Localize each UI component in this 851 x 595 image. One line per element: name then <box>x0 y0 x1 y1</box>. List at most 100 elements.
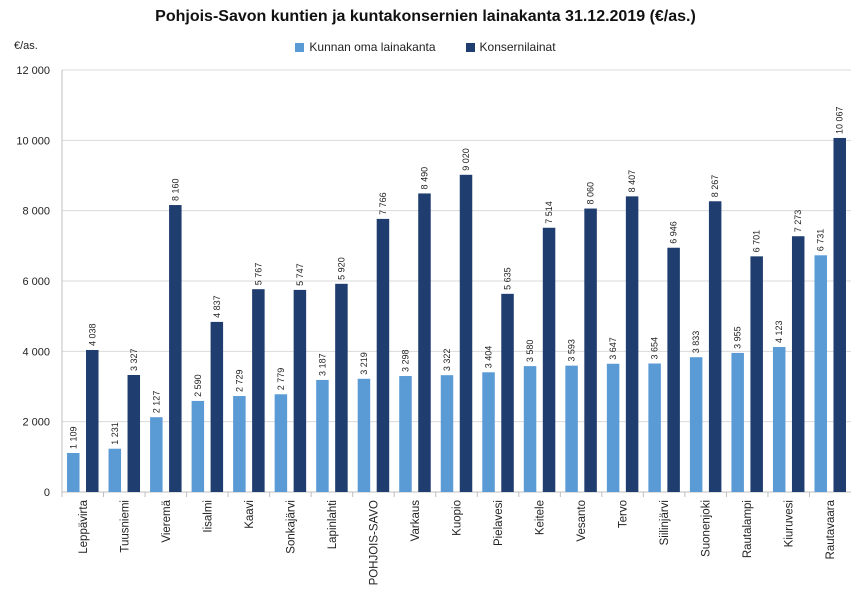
chart-legend: Kunnan oma lainakanta Konsernilainat <box>0 40 851 54</box>
data-label: 8 160 <box>170 179 180 202</box>
bar-konsernilainat <box>293 289 307 492</box>
data-label: 8 490 <box>419 167 429 190</box>
data-label: 7 514 <box>544 201 554 224</box>
data-label: 3 327 <box>129 348 139 371</box>
bar-kunnan-oma <box>606 363 620 492</box>
y-tick-label: 10 000 <box>16 135 50 147</box>
bar-kunnan-oma <box>399 376 412 492</box>
x-category-label: Siilinjärvi <box>659 500 671 545</box>
data-label: 3 955 <box>733 326 743 349</box>
bar-kunnan-oma <box>523 366 537 492</box>
data-label: 2 590 <box>193 374 203 397</box>
x-category-label: Rautalampi <box>742 500 754 558</box>
y-tick-label: 6 000 <box>22 276 50 288</box>
legend-item-konsernilainat: Konsernilainat <box>465 40 556 54</box>
data-label: 2 729 <box>234 369 244 392</box>
y-tick-label: 2 000 <box>22 417 50 429</box>
bar-konsernilainat <box>169 205 182 493</box>
bar-konsernilainat <box>86 349 99 492</box>
x-category-label: Tuusniemi <box>119 500 131 553</box>
legend-label-kunnan-oma: Kunnan oma lainakanta <box>309 40 436 54</box>
data-label: 6 731 <box>816 229 826 252</box>
data-label: 1 231 <box>110 422 120 445</box>
data-label: 5 635 <box>503 267 513 290</box>
bar-kunnan-oma <box>814 255 827 492</box>
bar-konsernilainat <box>210 321 224 492</box>
x-category-label: Suonenjoki <box>701 500 713 557</box>
data-label: 3 580 <box>525 340 535 363</box>
bar-konsernilainat <box>750 256 763 492</box>
bar-konsernilainat <box>376 218 390 492</box>
legend-swatch-kunnan-oma <box>295 42 305 52</box>
data-label: 5 920 <box>336 257 346 280</box>
bar-kunnan-oma <box>440 375 454 492</box>
bar-konsernilainat <box>459 174 473 492</box>
x-category-label: Lapinlahti <box>327 500 339 549</box>
x-category-label: Sonkajärvi <box>285 500 297 554</box>
y-tick-label: 0 <box>44 487 50 499</box>
bar-kunnan-oma <box>772 347 786 492</box>
x-category-label: Leppävirta <box>78 499 90 553</box>
y-tick-label: 8 000 <box>22 206 50 218</box>
x-category-label: POHJOIS-SAVO <box>368 500 380 585</box>
data-label: 3 322 <box>442 349 452 372</box>
bar-konsernilainat <box>335 283 348 492</box>
data-label: 8 407 <box>627 170 637 193</box>
data-label: 3 404 <box>484 346 494 369</box>
data-label: 3 298 <box>400 349 410 372</box>
bar-kunnan-oma <box>565 365 578 492</box>
bar-konsernilainat <box>625 196 639 493</box>
data-label: 7 273 <box>793 210 803 233</box>
data-label: 10 067 <box>835 106 845 134</box>
data-label: 6 701 <box>752 230 762 253</box>
y-tick-label: 12 000 <box>16 65 50 77</box>
x-category-label: Iisalmi <box>202 500 214 533</box>
bar-konsernilainat <box>833 137 846 492</box>
bar-kunnan-oma <box>357 378 371 492</box>
data-label: 7 766 <box>378 192 388 215</box>
data-label: 5 747 <box>295 263 305 286</box>
x-category-label: Varkaus <box>410 500 422 542</box>
data-label: 2 127 <box>151 391 161 414</box>
bar-kunnan-oma <box>648 363 661 492</box>
data-label: 3 647 <box>608 337 618 360</box>
x-category-label: Keitele <box>535 500 547 535</box>
legend-item-kunnan-oma: Kunnan oma lainakanta <box>295 40 436 54</box>
data-label: 9 020 <box>461 148 471 171</box>
data-label: 4 837 <box>212 295 222 318</box>
data-label: 3 833 <box>691 331 701 354</box>
data-label: 3 654 <box>650 337 660 360</box>
bar-konsernilainat <box>584 208 597 492</box>
data-label: 4 123 <box>774 320 784 343</box>
bar-kunnan-oma <box>482 372 495 492</box>
data-label: 3 187 <box>317 353 327 376</box>
bar-konsernilainat <box>418 193 431 492</box>
bar-kunnan-oma <box>108 448 122 492</box>
x-category-label: Pielavesi <box>493 500 505 546</box>
x-category-label: Kiuruvesi <box>784 500 796 547</box>
data-label: 1 109 <box>68 426 78 449</box>
bar-kunnan-oma <box>150 417 163 492</box>
bar-kunnan-oma <box>689 357 703 492</box>
data-label: 8 060 <box>586 182 596 205</box>
legend-swatch-konsernilainat <box>465 42 475 52</box>
y-axis-unit-label: €/as. <box>14 40 38 52</box>
bar-konsernilainat <box>127 375 141 492</box>
y-tick-label: 4 000 <box>22 346 50 358</box>
chart-title: Pohjois-Savon kuntien ja kuntakonsernien… <box>155 8 696 25</box>
bar-kunnan-oma <box>67 453 80 492</box>
data-label: 2 779 <box>276 368 286 391</box>
data-label: 3 593 <box>567 339 577 362</box>
bar-kunnan-oma <box>731 352 744 492</box>
bar-kunnan-oma <box>316 379 329 492</box>
data-label: 8 267 <box>710 175 720 198</box>
bar-kunnan-oma <box>274 394 288 492</box>
data-label: 5 767 <box>253 263 263 286</box>
legend-label-konsernilainat: Konsernilainat <box>479 40 556 54</box>
data-label: 3 219 <box>359 352 369 375</box>
bar-konsernilainat <box>252 289 265 492</box>
bar-konsernilainat <box>708 201 722 492</box>
x-category-label: Kuopio <box>452 500 464 536</box>
x-category-label: Vieremä <box>161 499 173 542</box>
